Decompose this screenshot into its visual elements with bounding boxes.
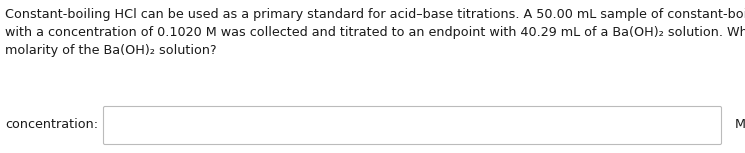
- Text: M: M: [735, 119, 745, 131]
- FancyBboxPatch shape: [104, 106, 721, 144]
- Text: Constant-boiling HCl can be used as a primary standard for acid–base titrations.: Constant-boiling HCl can be used as a pr…: [5, 8, 745, 57]
- Text: concentration:: concentration:: [5, 119, 98, 131]
